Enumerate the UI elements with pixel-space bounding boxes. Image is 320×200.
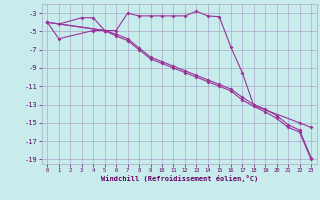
X-axis label: Windchill (Refroidissement éolien,°C): Windchill (Refroidissement éolien,°C) — [100, 175, 258, 182]
